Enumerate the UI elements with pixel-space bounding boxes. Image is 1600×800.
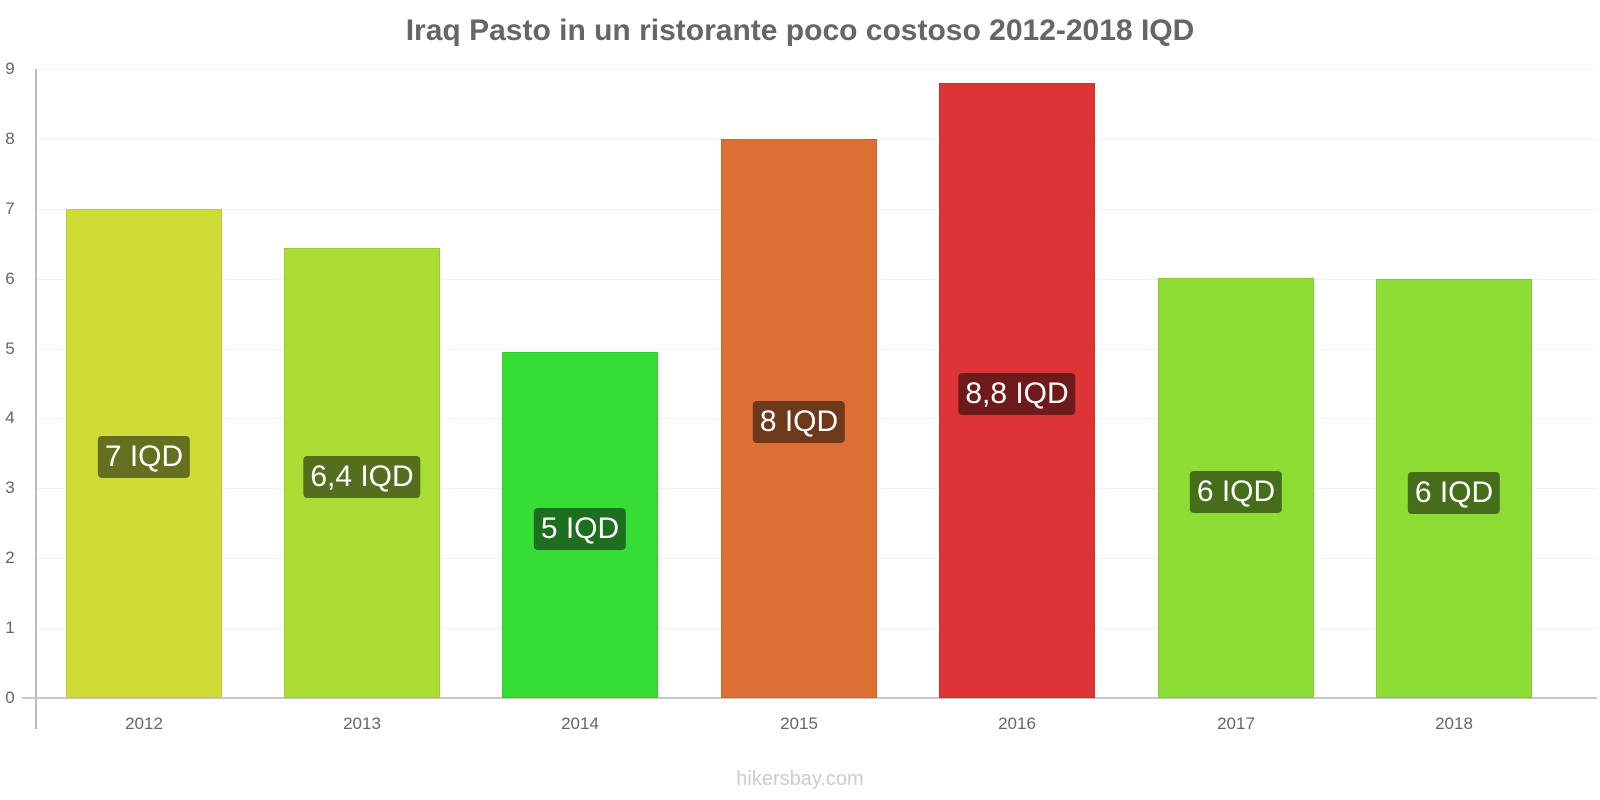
- gridline: [37, 69, 1597, 70]
- y-tick-label: 9: [5, 59, 15, 78]
- bar-value-label: 6 IQD: [1189, 470, 1283, 513]
- bar-value-label: 7 IQD: [97, 436, 191, 479]
- y-tick-label: 5: [5, 339, 15, 358]
- y-tick-label: 0: [5, 688, 15, 707]
- bar-value-label: 6 IQD: [1407, 471, 1501, 514]
- bar-value-label: 6,4 IQD: [303, 455, 421, 498]
- x-tick-label: 2015: [780, 714, 818, 733]
- chart-title: Iraq Pasto in un ristorante poco costoso…: [405, 14, 1195, 47]
- y-tick-label: 8: [5, 129, 15, 148]
- y-tick-label: 2: [5, 548, 15, 567]
- x-tick-label: 2016: [998, 714, 1036, 733]
- x-tick-label: 2018: [1435, 714, 1473, 733]
- y-tick-label: 7: [5, 199, 15, 218]
- y-tick-label: 6: [5, 269, 15, 288]
- bar-value-label: 8,8 IQD: [958, 373, 1076, 416]
- bar-value-label: 5 IQD: [533, 508, 627, 551]
- bar-2012: [66, 208, 222, 698]
- x-tick-label: 2014: [561, 714, 599, 733]
- y-tick-label: 3: [5, 478, 15, 497]
- y-tick-label: 1: [5, 618, 15, 637]
- bar-value-label: 8 IQD: [752, 401, 846, 444]
- x-axis-line: [22, 697, 1597, 699]
- x-tick-label: 2013: [343, 714, 381, 733]
- y-axis-line: [35, 69, 37, 729]
- x-tick-label: 2012: [125, 714, 163, 733]
- y-tick-label: 4: [5, 408, 15, 427]
- x-tick-label: 2017: [1217, 714, 1255, 733]
- watermark: hikersbay.com: [736, 768, 864, 790]
